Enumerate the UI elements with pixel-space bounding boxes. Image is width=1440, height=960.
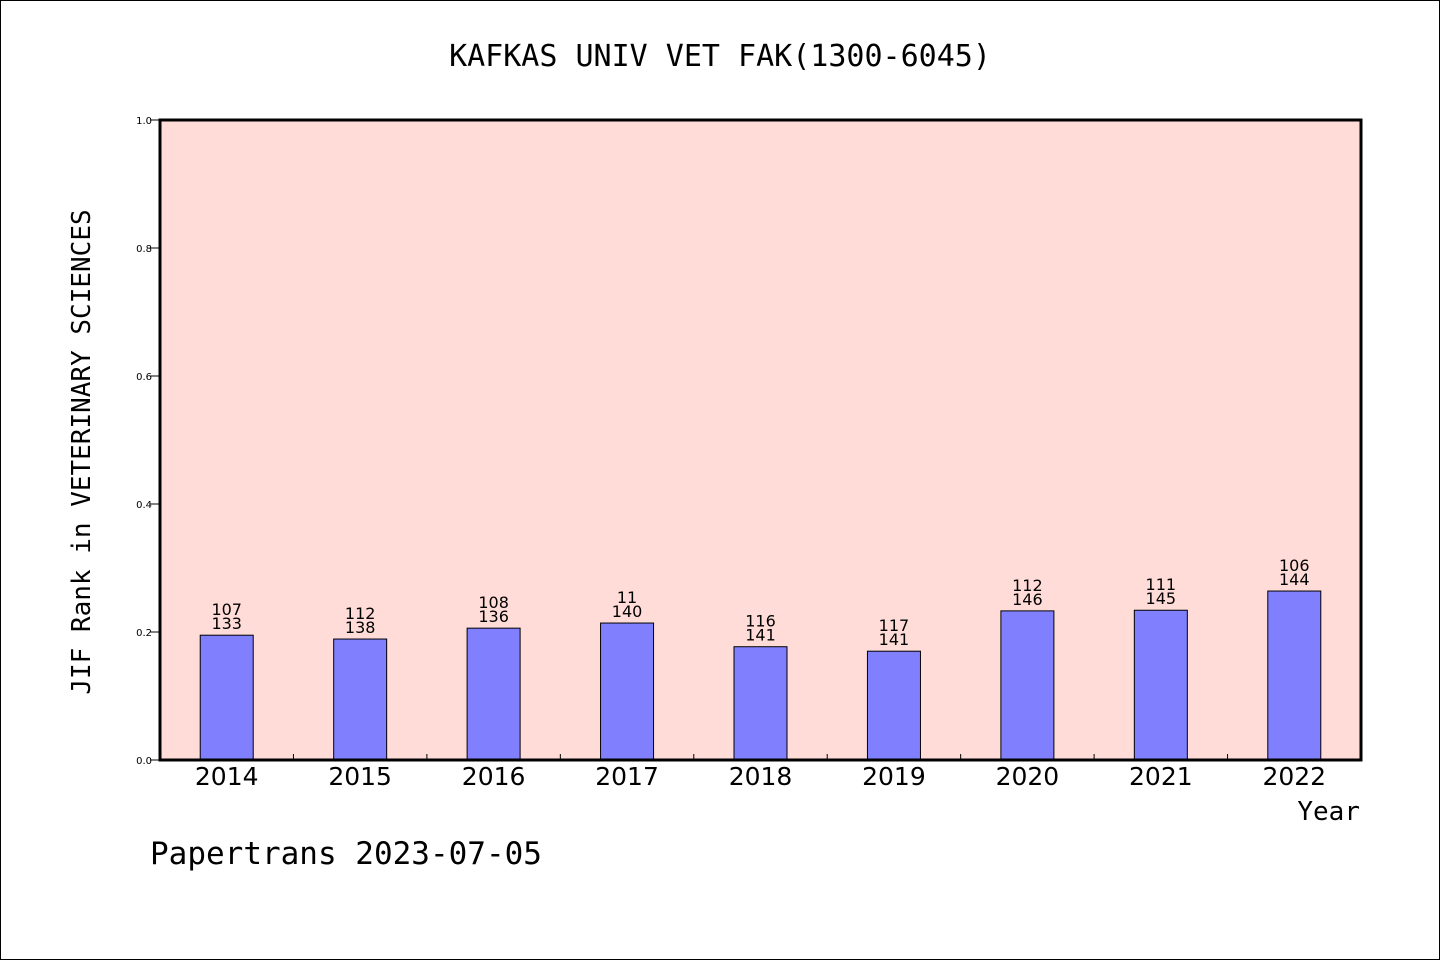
data-label-bottom: 146 bbox=[1012, 590, 1043, 609]
x-axis-label: Year bbox=[1297, 797, 1360, 827]
data-label-bottom: 141 bbox=[745, 626, 776, 645]
data-label-top: 112 bbox=[345, 604, 376, 623]
data-label-bottom: 138 bbox=[345, 618, 376, 637]
bar-2014 bbox=[199, 634, 254, 761]
y-tick-label: 0.2 bbox=[136, 628, 152, 639]
x-tick-label: 2014 bbox=[195, 762, 259, 791]
bar-2017 bbox=[600, 622, 655, 761]
y-axis: 0.0 0.2 0.4 0.6 0.8 1.0 bbox=[136, 116, 160, 767]
y-tick-label: 0.0 bbox=[136, 756, 152, 767]
bar-2018 bbox=[733, 646, 788, 761]
data-label-top: 11 bbox=[617, 588, 637, 607]
x-tick-label: 2016 bbox=[462, 762, 526, 791]
chart-title: KAFKAS UNIV VET FAK(1300-6045) bbox=[449, 39, 991, 74]
data-labels-layer: 1071331121381081361114011614111714111214… bbox=[211, 556, 1309, 649]
x-tick-label: 2019 bbox=[862, 762, 926, 791]
data-label-bottom: 136 bbox=[478, 607, 509, 626]
data-label-top: 112 bbox=[1012, 576, 1043, 595]
data-label-top: 107 bbox=[211, 600, 242, 619]
data-label-bottom: 144 bbox=[1279, 570, 1310, 589]
plot-border bbox=[158, 118, 1363, 762]
bar-2022 bbox=[1267, 590, 1322, 761]
bars-layer bbox=[199, 590, 1322, 761]
y-axis-label: JIF Rank in VETERINARY SCIENCES bbox=[67, 209, 97, 694]
x-tick-label: 2017 bbox=[595, 762, 659, 791]
x-tick-label: 2018 bbox=[729, 762, 793, 791]
data-label-bottom: 145 bbox=[1146, 589, 1177, 608]
y-tick-label: 1.0 bbox=[136, 116, 152, 127]
bar-2015 bbox=[333, 638, 388, 761]
x-tick-label: 2020 bbox=[996, 762, 1060, 791]
bar-2019 bbox=[866, 650, 921, 761]
bar-2020 bbox=[1000, 610, 1055, 761]
data-label-bottom: 140 bbox=[612, 602, 643, 621]
y-tick-label: 0.4 bbox=[136, 500, 152, 511]
data-label-top: 106 bbox=[1279, 556, 1310, 575]
footer-watermark: Papertrans 2023-07-05 bbox=[150, 836, 542, 872]
x-tick-label: 2022 bbox=[1262, 762, 1326, 791]
data-label-top: 111 bbox=[1146, 575, 1177, 594]
data-label-bottom: 141 bbox=[879, 630, 910, 649]
bar-2021 bbox=[1133, 609, 1188, 761]
y-tick-label: 0.6 bbox=[136, 372, 152, 383]
x-tick-label: 2015 bbox=[328, 762, 392, 791]
x-axis: 2014 2015 2016 2017 2018 2019 2020 2021 2022 bbox=[195, 754, 1326, 791]
data-label-bottom: 133 bbox=[211, 614, 242, 633]
bar-2016 bbox=[466, 627, 521, 761]
data-label-top: 117 bbox=[879, 616, 910, 635]
data-label-top: 116 bbox=[745, 612, 776, 631]
y-tick-label: 0.8 bbox=[136, 244, 152, 255]
x-tick-label: 2021 bbox=[1129, 762, 1193, 791]
data-label-top: 108 bbox=[478, 593, 509, 612]
